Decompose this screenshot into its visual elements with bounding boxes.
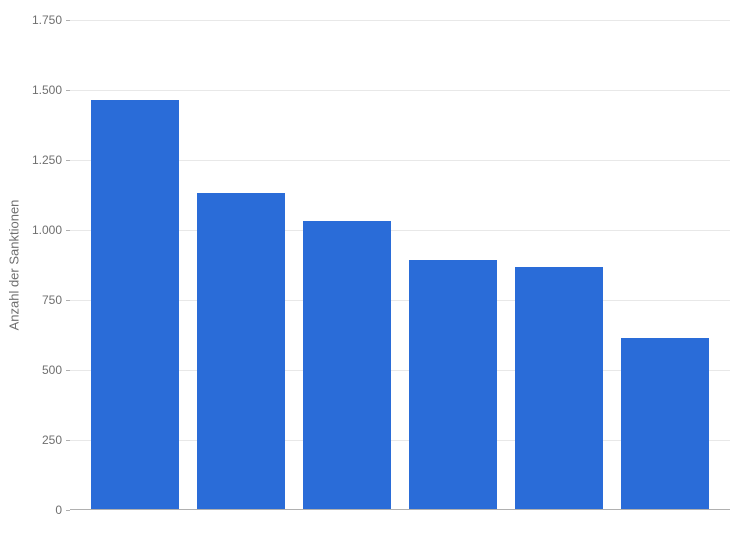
y-tick-label: 500	[12, 363, 62, 377]
bar	[91, 100, 179, 509]
plot-area	[70, 20, 730, 510]
bar	[621, 338, 709, 509]
bar-group	[70, 20, 730, 509]
y-axis-title: Anzahl der Sanktionen	[7, 200, 22, 331]
bar	[409, 260, 497, 509]
y-tick-label: 250	[12, 433, 62, 447]
y-tick-label: 0	[12, 503, 62, 517]
chart-container: Anzahl der Sanktionen 0 250 500 750 1.000 1.2…	[0, 0, 754, 560]
y-tick-label: 1.750	[12, 13, 62, 27]
bar	[515, 267, 603, 509]
y-tick-label: 1.250	[12, 153, 62, 167]
bar	[303, 221, 391, 509]
bar	[197, 193, 285, 509]
y-tick-label: 1.500	[12, 83, 62, 97]
y-tick-mark	[66, 510, 70, 511]
y-tick-label: 1.000	[12, 223, 62, 237]
y-tick-label: 750	[12, 293, 62, 307]
